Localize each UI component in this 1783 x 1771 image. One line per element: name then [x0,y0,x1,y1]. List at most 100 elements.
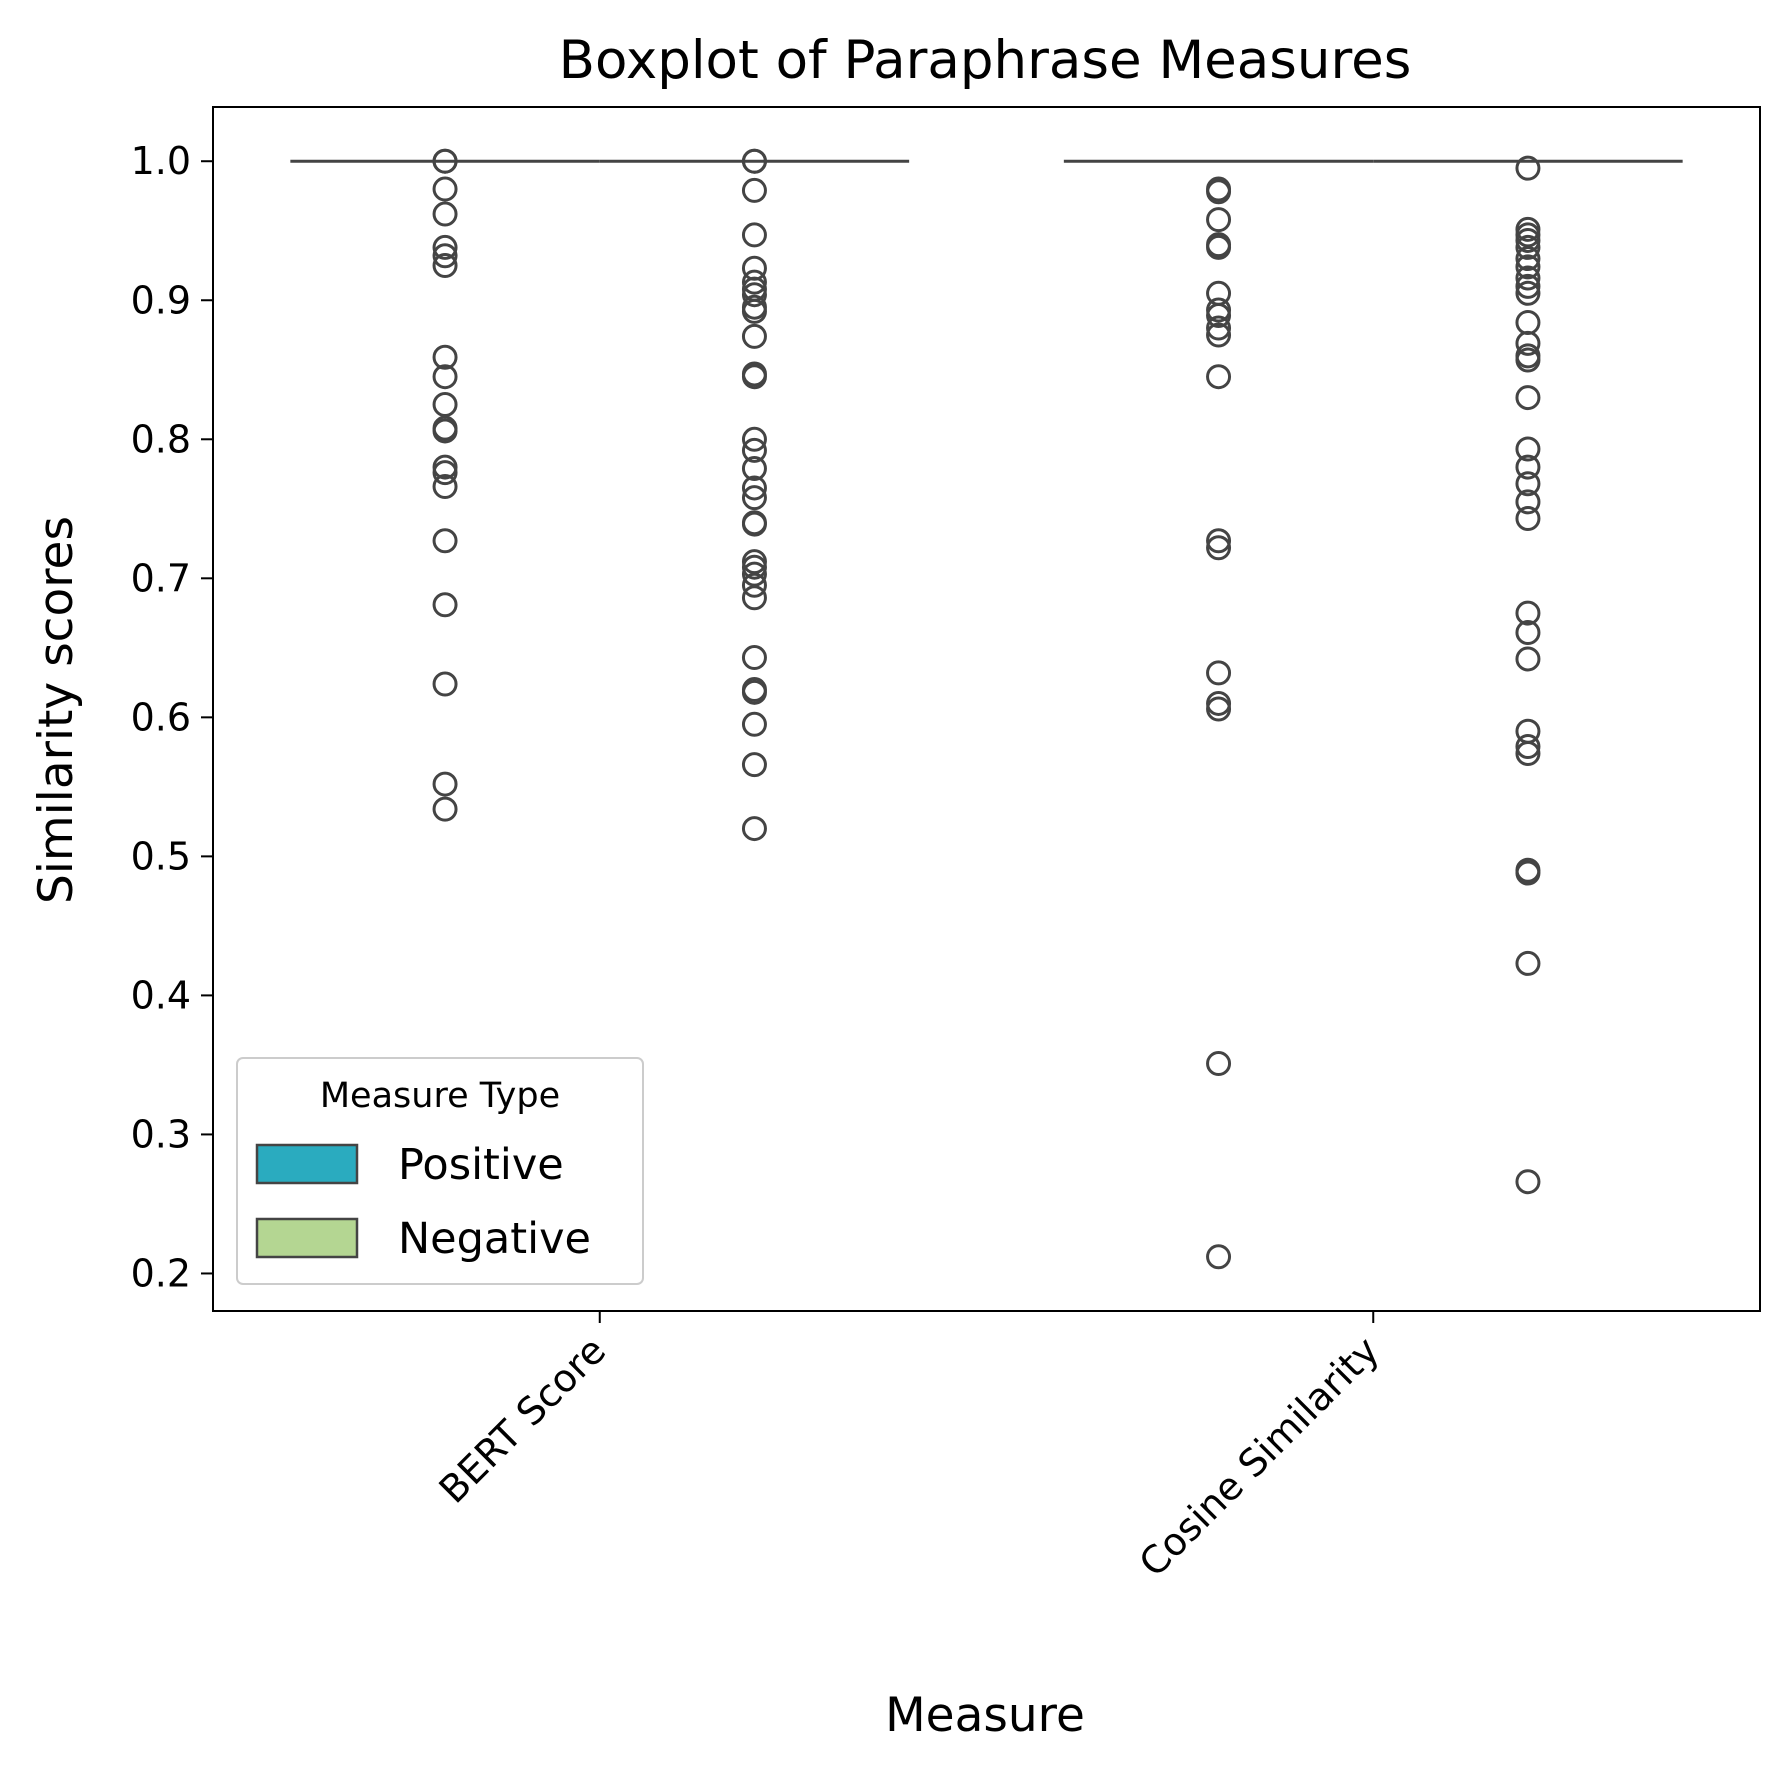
outlier-point [1515,273,1541,299]
outlier-point [432,234,458,260]
outlier-point [741,511,767,537]
outlier-point [1206,660,1232,686]
outlier-point [1515,309,1541,335]
outlier-point [1515,1169,1541,1195]
outlier-point [741,282,767,308]
outlier-point [741,711,767,737]
outlier-point [741,752,767,778]
outlier-point [1206,234,1232,260]
outlier-point [1515,254,1541,280]
outlier-point [1515,740,1541,766]
outlier-point [432,474,458,500]
outlier-point [1515,646,1541,672]
outlier-point [741,679,767,705]
outlier-point [1206,528,1232,554]
outlier-point [1206,322,1232,348]
outlier-point [1206,303,1232,329]
outlier-point [432,148,458,174]
outlier-point [432,592,458,618]
legend-swatch-positive [255,1143,359,1185]
outlier-point [1206,690,1232,716]
outlier-point [741,148,767,174]
x-axis: BERT Score Cosine Similarity [431,1311,1388,1585]
outlier-point [432,418,458,444]
outlier-point [432,364,458,390]
outlier-point [741,364,767,390]
outlier-point [741,298,767,324]
outlier-point [432,671,458,697]
outlier-point [1515,734,1541,760]
outlier-point [1206,364,1232,390]
outlier-point [432,252,458,278]
outlier-point [1515,471,1541,497]
chart-title: Boxplot of Paraphrase Measures [559,30,1412,91]
outlier-point [432,771,458,797]
outlier-point [1515,860,1541,886]
outlier-point [741,485,767,511]
outlier-point [432,796,458,822]
outlier-point [1515,600,1541,626]
outlier-point [741,455,767,481]
outlier-point [1206,207,1232,233]
outlier-point [741,645,767,671]
legend: Measure Type Positive Negative [236,1057,644,1285]
plot-frame [212,106,1761,1312]
outlier-point [1206,1244,1232,1270]
x-tick-label: Cosine Similarity [1131,1328,1388,1585]
y-tick-label: 0.3 [131,1112,191,1156]
y-axis-title: Similarity scores [29,516,84,904]
outlier-point [1515,489,1541,515]
outlier-point [1515,454,1541,480]
outlier-point [741,572,767,598]
y-tick-label: 0.8 [131,417,191,461]
outlier-point [432,528,458,554]
y-tick-label: 0.9 [131,278,191,322]
y-tick-label: 0.2 [131,1251,191,1295]
outlier-point [1515,330,1541,356]
outlier-point [432,201,458,227]
outlier-point [1515,436,1541,462]
outlier-point [1206,1051,1232,1077]
outlier-point [741,222,767,248]
x-tick-label: BERT Score [431,1328,614,1511]
outlier-point [741,816,767,842]
outlier-point [741,549,767,575]
outlier-point [432,243,458,269]
outlier-point [1515,347,1541,373]
outlier-point [1515,234,1541,260]
outlier-point [432,176,458,202]
outlier-point [1206,535,1232,561]
outlier-point [1206,696,1232,722]
y-tick-label: 1.0 [131,139,191,183]
outlier-point [741,475,767,501]
outlier-point [1515,265,1541,291]
outlier-point [741,585,767,611]
outlier-point [1515,620,1541,646]
outlier-point [741,554,767,580]
outlier-point [741,426,767,452]
legend-title: Measure Type [320,1076,560,1116]
outlier-point [1515,246,1541,272]
outlier-point [1515,385,1541,411]
outlier-point [741,437,767,463]
plot-area [290,148,1683,1270]
outlier-point [432,392,458,418]
y-tick-label: 0.4 [131,973,191,1017]
outlier-point [1515,222,1541,248]
outlier-point [1206,179,1232,205]
y-axis: 0.2 0.3 0.4 0.5 0.6 0.7 0.8 0.9 1.0 [131,139,213,1295]
y-tick-label: 0.7 [131,556,191,600]
legend-swatch-negative [255,1217,359,1259]
outlier-point [432,460,458,486]
outlier-point [1515,506,1541,532]
outlier-point [432,344,458,370]
y-tick-label: 0.5 [131,834,191,878]
outlier-point [741,177,767,203]
x-axis-title: Measure [885,1688,1085,1743]
legend-label-negative: Negative [398,1214,591,1264]
y-tick-label: 0.6 [131,695,191,739]
outlier-point [741,561,767,587]
outlier-point [1515,227,1541,253]
outlier-point [1515,950,1541,976]
